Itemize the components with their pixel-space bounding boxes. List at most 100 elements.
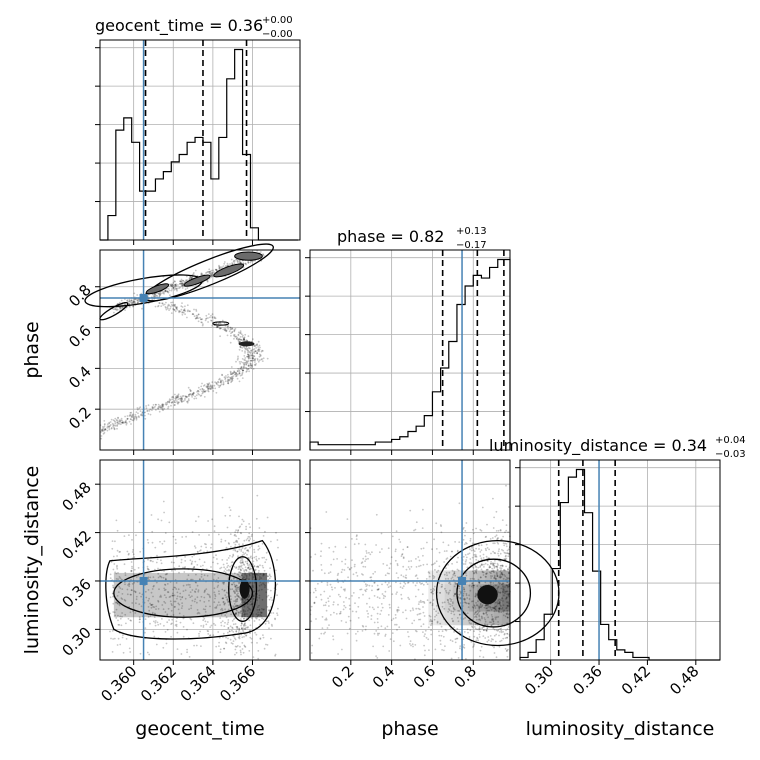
sample-point bbox=[489, 575, 492, 577]
sample-point bbox=[167, 290, 169, 293]
sample-point bbox=[100, 431, 102, 433]
x-tick-label: 0.42 bbox=[618, 662, 654, 698]
sample-point bbox=[184, 589, 187, 592]
sample-point bbox=[200, 573, 203, 576]
y-tick-label: 0.48 bbox=[58, 478, 94, 514]
sample-point bbox=[376, 632, 379, 635]
sample-point bbox=[249, 565, 251, 567]
sample-point bbox=[477, 566, 480, 569]
sample-point bbox=[222, 583, 225, 585]
density-cell bbox=[469, 597, 478, 612]
sample-point bbox=[262, 634, 264, 636]
sample-point bbox=[119, 423, 122, 426]
sample-point bbox=[147, 599, 150, 602]
sample-point bbox=[468, 584, 471, 587]
sample-point bbox=[375, 513, 378, 516]
sample-point bbox=[165, 401, 168, 404]
sample-point bbox=[321, 616, 324, 618]
sample-point bbox=[132, 553, 135, 556]
sample-point bbox=[434, 562, 436, 564]
sample-point bbox=[192, 391, 195, 394]
sample-point bbox=[488, 621, 491, 623]
sample-point bbox=[454, 541, 456, 543]
sample-point bbox=[482, 574, 485, 576]
sample-point bbox=[246, 360, 249, 363]
sample-point bbox=[193, 397, 196, 400]
sample-point bbox=[116, 564, 118, 567]
sample-point bbox=[498, 583, 501, 585]
sample-point bbox=[265, 558, 268, 561]
sample-point bbox=[489, 562, 492, 565]
sample-point bbox=[171, 604, 173, 607]
sample-point bbox=[239, 331, 242, 334]
truth-marker bbox=[139, 293, 148, 302]
sample-point bbox=[259, 637, 262, 640]
sample-point bbox=[233, 371, 236, 374]
density-cell bbox=[485, 611, 494, 626]
sample-point bbox=[490, 572, 492, 575]
sample-point bbox=[176, 597, 178, 600]
density-cell bbox=[428, 584, 437, 598]
sample-point bbox=[489, 606, 492, 609]
sample-point bbox=[112, 595, 114, 598]
sample-point bbox=[194, 598, 197, 601]
sample-point bbox=[172, 395, 174, 398]
sample-point bbox=[119, 617, 122, 620]
sample-point bbox=[174, 283, 177, 286]
sample-point bbox=[117, 614, 119, 617]
sample-point bbox=[182, 282, 184, 285]
sample-point bbox=[395, 530, 398, 533]
sample-point bbox=[371, 589, 373, 592]
sample-point bbox=[339, 610, 342, 613]
sample-point bbox=[451, 576, 454, 579]
sample-point bbox=[257, 650, 260, 652]
sample-point bbox=[250, 555, 252, 558]
sample-point bbox=[239, 525, 242, 528]
sample-point bbox=[175, 283, 178, 286]
sample-point bbox=[115, 419, 118, 421]
sample-point bbox=[213, 573, 216, 576]
sample-point bbox=[196, 596, 199, 599]
sample-point bbox=[486, 523, 488, 526]
sample-point bbox=[182, 309, 185, 312]
sample-point bbox=[475, 568, 478, 571]
sample-point bbox=[125, 423, 128, 426]
sample-point bbox=[496, 569, 499, 571]
sample-point bbox=[182, 615, 185, 617]
sample-point bbox=[152, 595, 154, 598]
sample-point bbox=[192, 394, 195, 396]
sample-point bbox=[184, 556, 187, 558]
sample-point bbox=[168, 304, 171, 307]
sample-point bbox=[236, 550, 239, 553]
sample-point bbox=[347, 566, 349, 569]
sample-point bbox=[209, 271, 211, 273]
sample-point bbox=[157, 518, 160, 521]
sample-point bbox=[213, 271, 215, 273]
title-plus: +0.04 bbox=[715, 435, 746, 446]
sample-point bbox=[119, 550, 121, 553]
sample-point bbox=[353, 565, 356, 568]
sample-point bbox=[207, 387, 210, 390]
sample-point bbox=[210, 319, 213, 322]
sample-point bbox=[415, 630, 418, 633]
sample-point bbox=[419, 612, 422, 615]
sample-point bbox=[503, 551, 506, 554]
sample-point bbox=[335, 613, 338, 615]
sample-point bbox=[234, 545, 237, 548]
sample-point bbox=[166, 306, 169, 309]
sample-point bbox=[116, 549, 119, 552]
sample-point bbox=[130, 569, 133, 572]
sample-point bbox=[478, 636, 481, 638]
sample-point bbox=[243, 359, 246, 361]
sample-point bbox=[506, 552, 508, 555]
sample-point bbox=[219, 384, 222, 387]
sample-point bbox=[196, 609, 199, 611]
sample-point bbox=[236, 377, 239, 380]
sample-point bbox=[397, 606, 400, 609]
sample-point bbox=[221, 379, 224, 382]
sample-point bbox=[204, 611, 207, 613]
sample-point bbox=[119, 307, 122, 310]
sample-point bbox=[131, 414, 134, 416]
sample-point bbox=[161, 292, 164, 294]
sample-point bbox=[174, 600, 177, 603]
